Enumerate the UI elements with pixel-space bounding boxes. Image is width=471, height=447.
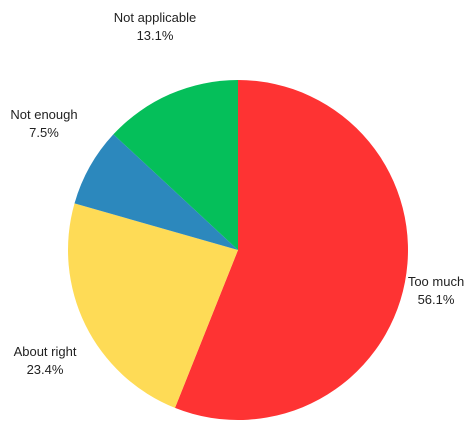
slice-not-applicable bbox=[113, 80, 238, 250]
label-not-applicable-value: 13.1% bbox=[137, 28, 174, 43]
label-about-right: About right 23.4% bbox=[14, 344, 77, 377]
label-about-right-name: About right bbox=[14, 344, 77, 359]
label-too-much: Too much 56.1% bbox=[408, 274, 464, 307]
label-not-enough-value: 7.5% bbox=[29, 125, 59, 140]
slice-too-much bbox=[174, 80, 408, 420]
slice-not-enough bbox=[74, 134, 239, 250]
label-too-much-name: Too much bbox=[408, 274, 464, 289]
label-about-right-value: 23.4% bbox=[27, 362, 64, 377]
label-too-much-value: 56.1% bbox=[418, 292, 455, 307]
label-not-applicable: Not applicable 13.1% bbox=[114, 10, 196, 43]
label-not-enough: Not enough 7.5% bbox=[10, 107, 77, 140]
slice-about-right bbox=[68, 203, 239, 408]
label-not-enough-name: Not enough bbox=[10, 107, 77, 122]
pie-slices bbox=[68, 80, 408, 420]
label-not-applicable-name: Not applicable bbox=[114, 10, 196, 25]
